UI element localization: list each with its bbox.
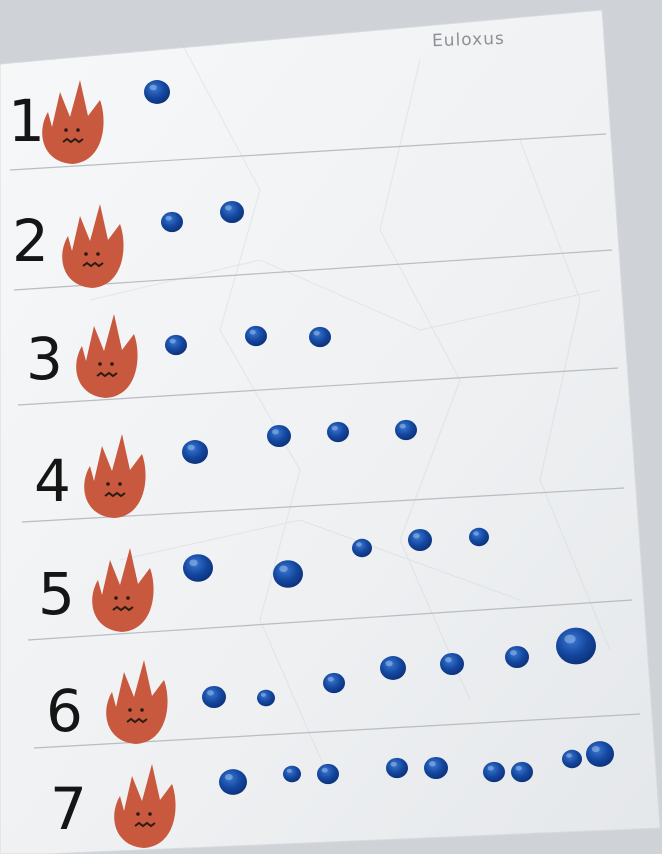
paint-dot-highlight [189, 559, 198, 567]
row-2-numeral: 2 [12, 207, 49, 275]
paint-dot-highlight [224, 774, 233, 781]
paint-dot-row-6-1 [202, 685, 226, 709]
paint-dot-row-7-3 [317, 763, 339, 785]
paint-dot-row-3-2 [245, 325, 267, 347]
paint-dot-highlight [510, 650, 517, 656]
row-1-numeral: 1 [8, 87, 45, 155]
flame-row-1 [42, 80, 104, 164]
paint-dot-highlight [413, 533, 420, 539]
paint-dot-row-2-1 [161, 211, 183, 233]
paint-dot-highlight [564, 634, 576, 644]
flame-face-icon [114, 764, 176, 848]
paint-dot-row-5-2 [273, 560, 303, 588]
flame-face-icon [62, 204, 124, 288]
paint-dot-row-7-6 [483, 761, 505, 783]
paint-dot-highlight [286, 768, 292, 773]
paint-dot-row-7-8 [562, 749, 582, 769]
paint-dot-highlight [149, 84, 157, 91]
row-4-numeral: 4 [34, 447, 71, 515]
flame-face-icon [92, 548, 154, 632]
paint-dot-highlight [399, 423, 406, 429]
paint-dot-row-7-5 [424, 756, 448, 780]
flame-row-4 [84, 434, 146, 518]
paint-dot-highlight [169, 338, 176, 344]
paint-dot-highlight [327, 676, 334, 682]
flame-row-7 [114, 764, 176, 848]
flame-row-5 [92, 548, 154, 632]
paint-dot-highlight [390, 761, 397, 767]
paint-dot-row-6-7 [556, 627, 596, 665]
paint-dot-row-5-4 [408, 528, 432, 552]
flame-face-icon [84, 434, 146, 518]
paint-dot-highlight [249, 329, 256, 335]
paint-dot-highlight [187, 444, 195, 451]
paint-dot-row-6-4 [380, 656, 406, 680]
flame-face-icon [76, 314, 138, 398]
paint-dot-highlight [591, 746, 600, 753]
paint-dot-row-5-3 [352, 538, 372, 558]
paint-dot-highlight [473, 531, 479, 536]
paint-dot-row-5-1 [183, 554, 213, 582]
paint-dot-row-7-4 [386, 757, 408, 779]
paint-dot-highlight [429, 761, 436, 767]
paint-dot-highlight [331, 425, 338, 431]
flame-row-3 [76, 314, 138, 398]
flame-face-icon [106, 660, 168, 744]
paint-dot-row-3-3 [309, 326, 331, 348]
paint-dot-row-4-2 [267, 424, 291, 448]
paint-dot-row-6-3 [323, 672, 345, 694]
row-7-numeral: 7 [50, 775, 87, 843]
paint-dot-row-7-1 [219, 769, 247, 795]
paint-dot-highlight [225, 205, 232, 211]
paint-dot-highlight [321, 767, 328, 773]
paint-dot-highlight [165, 215, 172, 221]
paint-dot-highlight [487, 765, 494, 771]
paint-dot-row-4-3 [327, 421, 349, 443]
paint-dot-row-6-5 [440, 652, 464, 676]
flame-row-2 [62, 204, 124, 288]
paint-dot-highlight [207, 690, 214, 696]
paint-dot-highlight [356, 542, 362, 547]
paint-dot-highlight [260, 692, 266, 697]
paint-dot-row-6-2 [257, 689, 275, 707]
paint-dot-row-6-6 [505, 645, 529, 669]
paint-dot-highlight [445, 657, 452, 663]
row-6-numeral: 6 [46, 677, 83, 745]
paint-dot-row-5-5 [469, 527, 489, 547]
paint-dot-row-7-7 [511, 761, 533, 783]
paint-dot-row-4-4 [395, 419, 417, 441]
paint-dot-row-3-1 [165, 334, 187, 356]
paint-dot-highlight [279, 565, 288, 573]
paint-dot-row-7-9 [586, 741, 614, 767]
row-3-numeral: 3 [26, 325, 63, 393]
paint-dot-highlight [566, 753, 572, 758]
flame-face-icon [42, 80, 104, 164]
paint-dot-row-1-1 [144, 80, 170, 104]
paint-dot-highlight [385, 660, 393, 667]
paint-dot-highlight [272, 429, 279, 435]
paint-dot-highlight [313, 330, 320, 336]
paint-dot-row-2-2 [220, 200, 244, 224]
flame-row-6 [106, 660, 168, 744]
paint-dot-highlight [515, 765, 522, 771]
paint-dot-row-7-2 [283, 765, 301, 783]
paint-dot-row-4-1 [182, 440, 208, 464]
row-5-numeral: 5 [38, 560, 75, 628]
